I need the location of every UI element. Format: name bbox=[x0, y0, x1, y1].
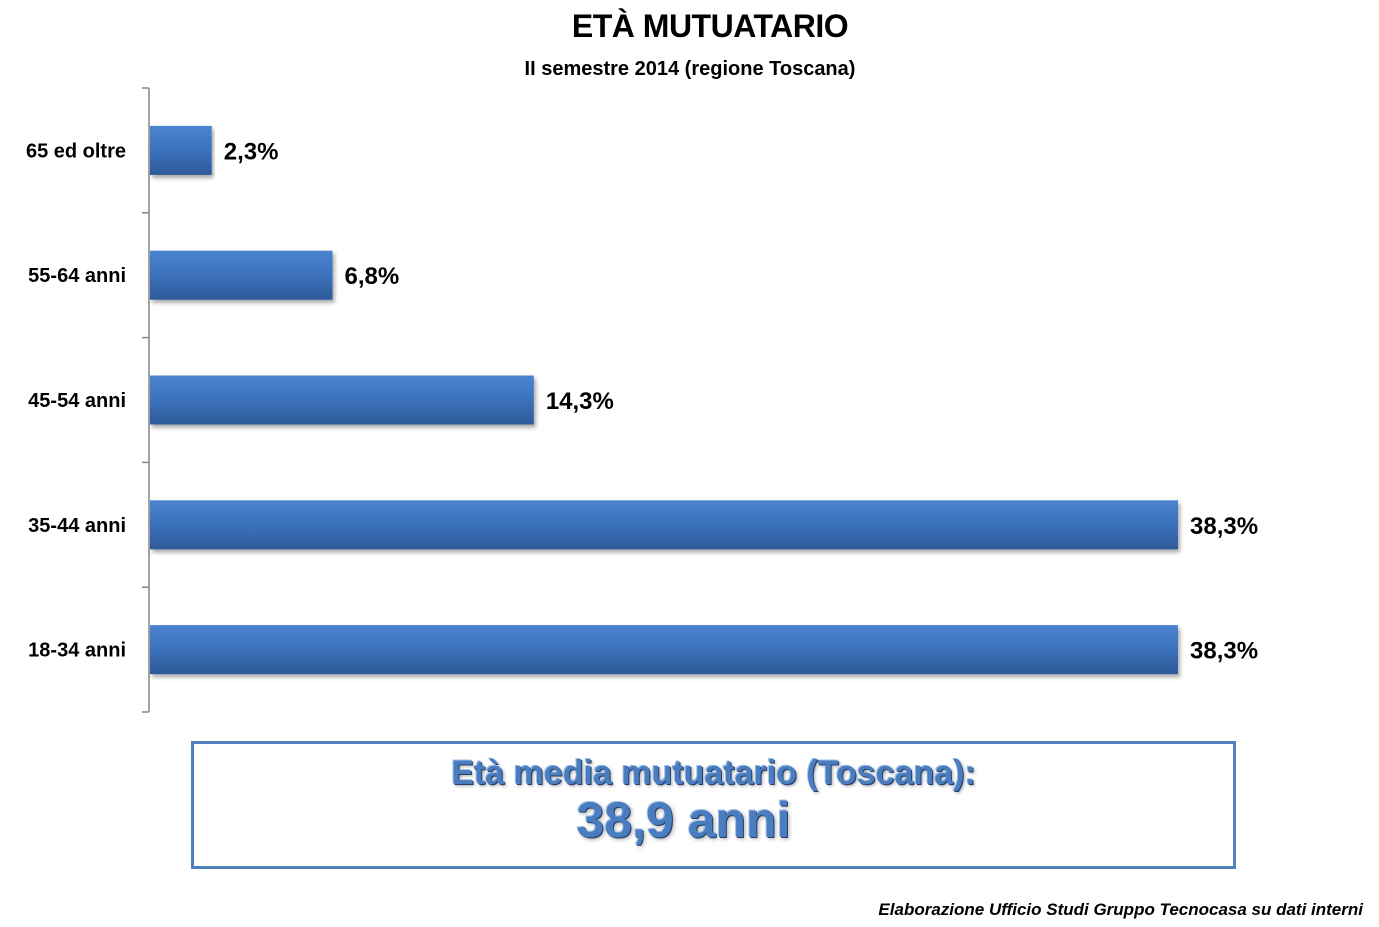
bar bbox=[150, 500, 1178, 550]
category-label: 45-54 anni bbox=[28, 390, 126, 412]
average-age-value: 38,9 anni bbox=[576, 792, 791, 848]
value-label: 2,3% bbox=[224, 138, 279, 165]
bar bbox=[150, 625, 1178, 675]
value-label: 6,8% bbox=[345, 263, 400, 290]
value-label: 14,3% bbox=[546, 388, 614, 415]
average-age-box: Età media mutuatario (Toscana): 38,9 ann… bbox=[191, 741, 1236, 869]
bar bbox=[150, 375, 534, 425]
category-label: 55-64 anni bbox=[28, 265, 126, 287]
bar-chart: 65 ed oltre 2,3% 55-64 anni 6,8% 45-54 anni 1… bbox=[26, 87, 1258, 713]
value-label: 38,3% bbox=[1190, 638, 1258, 665]
category-label: 65 ed oltre bbox=[26, 140, 126, 162]
bar bbox=[150, 125, 212, 175]
chart-title: ETÀ MUTUATARIO bbox=[571, 8, 849, 44]
source-note: Elaborazione Ufficio Studi Gruppo Tecnoc… bbox=[878, 900, 1363, 919]
chart-subtitle: II semestre 2014 (regione Toscana) bbox=[524, 58, 856, 80]
category-label: 18-34 anni bbox=[28, 640, 126, 662]
average-age-label: Età media mutuatario (Toscana): bbox=[451, 754, 976, 792]
value-label: 38,3% bbox=[1190, 513, 1258, 540]
category-label: 35-44 anni bbox=[28, 515, 126, 537]
bar bbox=[150, 250, 333, 300]
